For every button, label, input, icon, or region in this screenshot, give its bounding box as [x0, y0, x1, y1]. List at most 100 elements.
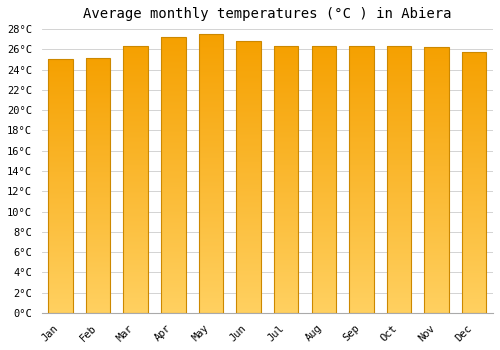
Bar: [161, 150, 186, 152]
Bar: [198, 309, 223, 310]
Bar: [198, 291, 223, 292]
Bar: [349, 280, 374, 281]
Bar: [274, 153, 298, 154]
Bar: [312, 292, 336, 293]
Bar: [424, 162, 449, 163]
Bar: [198, 38, 223, 40]
Bar: [86, 60, 110, 61]
Bar: [387, 237, 411, 238]
Bar: [274, 185, 298, 186]
Bar: [161, 132, 186, 134]
Bar: [349, 241, 374, 242]
Bar: [48, 127, 72, 128]
Bar: [312, 241, 336, 242]
Bar: [236, 161, 261, 162]
Bar: [86, 67, 110, 69]
Bar: [236, 173, 261, 174]
Bar: [236, 237, 261, 238]
Bar: [462, 245, 486, 246]
Bar: [424, 277, 449, 279]
Bar: [48, 104, 72, 105]
Bar: [462, 292, 486, 293]
Bar: [198, 210, 223, 211]
Bar: [424, 176, 449, 177]
Bar: [387, 189, 411, 190]
Bar: [274, 308, 298, 309]
Bar: [424, 294, 449, 296]
Bar: [462, 125, 486, 127]
Bar: [198, 130, 223, 132]
Bar: [198, 235, 223, 236]
Bar: [86, 163, 110, 164]
Bar: [198, 270, 223, 271]
Bar: [274, 102, 298, 104]
Bar: [312, 296, 336, 297]
Bar: [124, 234, 148, 236]
Bar: [236, 195, 261, 196]
Bar: [349, 158, 374, 160]
Bar: [161, 299, 186, 301]
Bar: [312, 277, 336, 278]
Bar: [274, 269, 298, 270]
Bar: [424, 152, 449, 154]
Bar: [198, 82, 223, 83]
Bar: [312, 146, 336, 148]
Bar: [349, 182, 374, 184]
Bar: [312, 78, 336, 80]
Bar: [86, 85, 110, 86]
Bar: [161, 243, 186, 244]
Bar: [86, 125, 110, 126]
Bar: [424, 143, 449, 144]
Bar: [274, 136, 298, 137]
Bar: [236, 135, 261, 136]
Bar: [236, 154, 261, 155]
Bar: [198, 295, 223, 296]
Bar: [161, 153, 186, 154]
Bar: [86, 307, 110, 308]
Bar: [462, 184, 486, 185]
Bar: [387, 141, 411, 142]
Bar: [274, 217, 298, 218]
Bar: [161, 281, 186, 283]
Bar: [236, 55, 261, 56]
Bar: [86, 145, 110, 146]
Bar: [424, 156, 449, 158]
Bar: [124, 180, 148, 181]
Bar: [387, 104, 411, 105]
Bar: [424, 271, 449, 272]
Bar: [124, 69, 148, 70]
Bar: [349, 169, 374, 170]
Bar: [274, 140, 298, 141]
Bar: [161, 54, 186, 55]
Bar: [312, 76, 336, 77]
Bar: [236, 254, 261, 256]
Bar: [424, 144, 449, 146]
Bar: [124, 84, 148, 85]
Bar: [198, 231, 223, 232]
Bar: [462, 176, 486, 177]
Bar: [161, 181, 186, 182]
Bar: [86, 291, 110, 293]
Bar: [48, 157, 72, 158]
Bar: [124, 226, 148, 228]
Bar: [161, 234, 186, 236]
Bar: [387, 46, 411, 313]
Bar: [349, 246, 374, 248]
Bar: [274, 225, 298, 226]
Bar: [48, 285, 72, 286]
Bar: [349, 160, 374, 161]
Bar: [312, 199, 336, 201]
Bar: [86, 280, 110, 281]
Bar: [86, 153, 110, 154]
Bar: [236, 308, 261, 309]
Bar: [161, 59, 186, 61]
Bar: [424, 158, 449, 159]
Bar: [198, 125, 223, 126]
Bar: [424, 239, 449, 240]
Bar: [236, 264, 261, 265]
Bar: [124, 230, 148, 232]
Bar: [387, 230, 411, 232]
Bar: [198, 93, 223, 94]
Bar: [124, 122, 148, 124]
Bar: [236, 52, 261, 54]
